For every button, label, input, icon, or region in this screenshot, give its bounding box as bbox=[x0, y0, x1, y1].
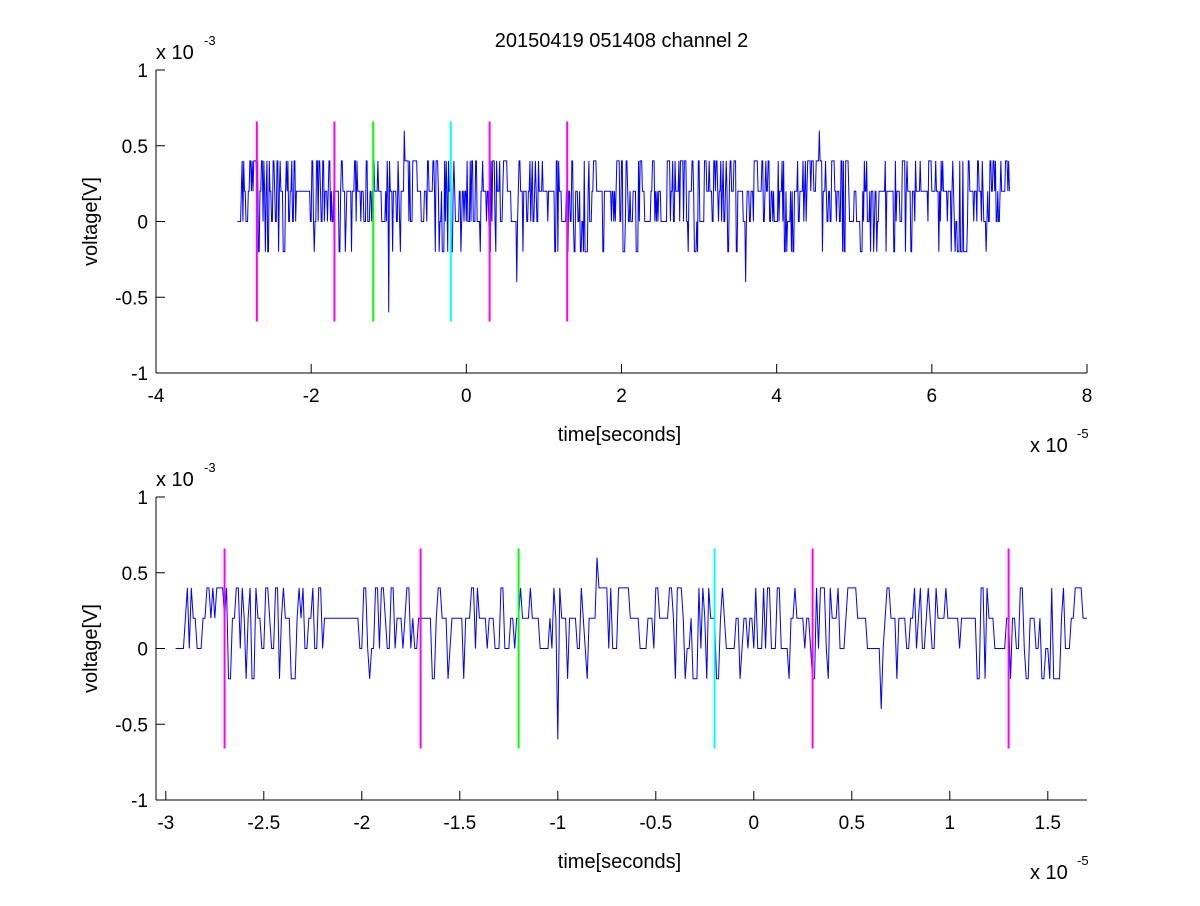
x-tick-label: 0 bbox=[461, 386, 472, 407]
y-exponent-power: -3 bbox=[204, 33, 216, 48]
plot-2: 1 0.5 0 -0.5 -1 -3 -2.5 -2 -1.5 -1 -0.5 0 0.5 1 1.5 tim… bbox=[80, 460, 1089, 884]
y-axis-label: voltage[V] bbox=[80, 177, 102, 266]
y-tick-label: -0.5 bbox=[115, 715, 148, 736]
y-tick-label: -1 bbox=[131, 791, 148, 812]
signal-trace bbox=[237, 130, 1010, 313]
x-tick-label: 8 bbox=[1082, 386, 1093, 407]
y-exponent-label: x 10 bbox=[156, 42, 194, 64]
x-tick-label: -2.5 bbox=[247, 813, 280, 834]
x-tick-label: 0.5 bbox=[839, 813, 865, 834]
x-tick-label: 1 bbox=[945, 813, 956, 834]
x-tick-label: 1.5 bbox=[1035, 813, 1061, 834]
x-exponent-power: -5 bbox=[1077, 426, 1089, 441]
x-tick-label: -3 bbox=[157, 813, 174, 834]
x-tick-label: 2 bbox=[616, 386, 627, 407]
x-tick-label: 4 bbox=[771, 386, 782, 407]
chart-title: 20150419 051408 channel 2 bbox=[495, 30, 749, 52]
plot-1: 1 0.5 0 -0.5 -1-4 -2 0 2 4 6 8 time[seconds] voltage… bbox=[80, 30, 1092, 457]
y-axis-label: voltage[V] bbox=[80, 604, 102, 693]
x-exponent-label: x 10 bbox=[1030, 435, 1068, 457]
x-tick-label: -1.5 bbox=[443, 813, 476, 834]
x-tick-label: -4 bbox=[148, 386, 165, 407]
y-tick-label: 1 bbox=[137, 61, 148, 82]
y-tick-label: 0.5 bbox=[122, 137, 148, 158]
y-exponent-label: x 10 bbox=[156, 469, 194, 491]
x-axis-label: time[seconds] bbox=[558, 424, 681, 446]
y-tick-label: -0.5 bbox=[115, 288, 148, 309]
x-tick-label: 6 bbox=[927, 386, 938, 407]
y-tick-label: 0 bbox=[137, 640, 148, 661]
x-exponent-label: x 10 bbox=[1030, 862, 1068, 884]
y-exponent-power: -3 bbox=[204, 460, 216, 475]
x-tick-label: -1 bbox=[549, 813, 566, 834]
x-tick-label: -0.5 bbox=[639, 813, 672, 834]
x-axis-label: time[seconds] bbox=[558, 851, 681, 873]
x-tick-label: -2 bbox=[353, 813, 370, 834]
y-tick-label: 0.5 bbox=[122, 564, 148, 585]
x-tick-label: 0 bbox=[749, 813, 760, 834]
y-tick-label: 1 bbox=[137, 488, 148, 509]
x-tick-label: -2 bbox=[303, 386, 320, 407]
y-tick-label: -1 bbox=[131, 364, 148, 385]
y-tick-label: 0 bbox=[137, 213, 148, 234]
x-exponent-power: -5 bbox=[1077, 853, 1089, 868]
signal-trace bbox=[175, 557, 1087, 740]
